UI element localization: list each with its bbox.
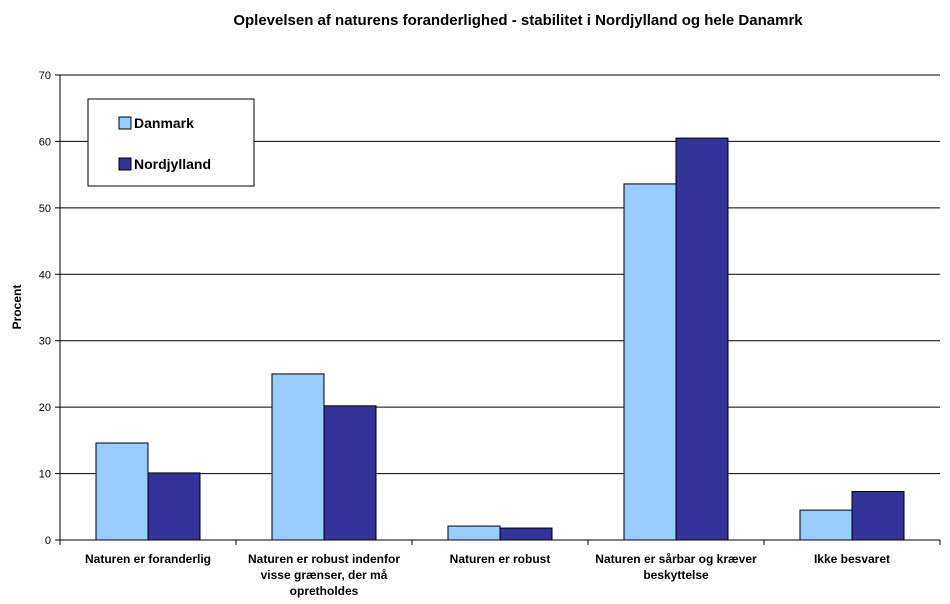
- y-tick-label: 50: [39, 203, 51, 215]
- chart-title: Oplevelsen af naturens foranderlighed - …: [233, 12, 803, 29]
- bar: [851, 491, 905, 541]
- legend-label: Nordjylland: [134, 156, 211, 172]
- bar: [147, 472, 201, 541]
- y-tick-label: 40: [39, 269, 51, 281]
- y-tick-label: 0: [45, 535, 51, 547]
- x-tick-label: Naturen er foranderlig: [84, 552, 212, 566]
- x-tick-label: Naturen er sårbar og kræver beskyttelse: [595, 552, 757, 582]
- y-axis-label: Procent: [10, 285, 24, 330]
- legend-swatch: [118, 116, 132, 130]
- legend-label: Danmark: [134, 115, 194, 131]
- bar: [623, 183, 677, 541]
- x-tick-label: Naturen er robust: [449, 552, 551, 566]
- bar: [271, 373, 325, 541]
- bar: [799, 509, 853, 541]
- x-tick-label: Ikke besvaret: [813, 552, 891, 566]
- bar: [95, 442, 149, 541]
- bar: [499, 527, 553, 541]
- y-tick-label: 70: [39, 70, 51, 82]
- legend-swatch: [118, 157, 132, 171]
- bar: [323, 405, 377, 541]
- y-tick-label: 30: [39, 336, 51, 348]
- y-tick-label: 20: [39, 402, 51, 414]
- bar: [675, 137, 729, 541]
- legend-box: [87, 98, 255, 187]
- bar: [447, 525, 501, 541]
- x-tick-label: Naturen er robust indenfor visse grænser…: [247, 552, 400, 598]
- y-tick-label: 60: [39, 136, 51, 148]
- y-tick-label: 10: [39, 469, 51, 481]
